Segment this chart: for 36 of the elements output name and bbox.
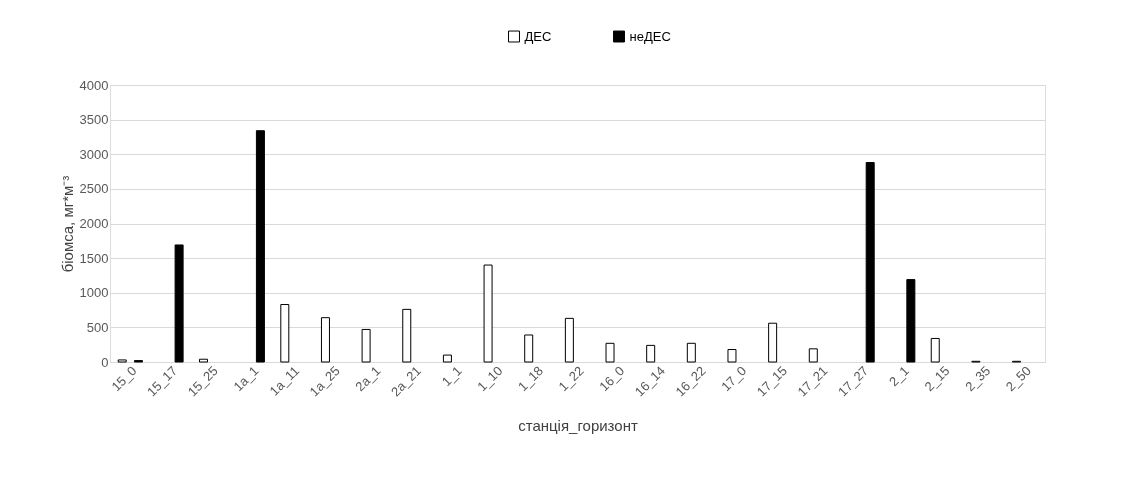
bar [564, 317, 574, 363]
bar [906, 279, 916, 363]
bar [605, 342, 615, 363]
bar [255, 130, 265, 363]
bar [686, 342, 696, 363]
bar [483, 264, 493, 363]
bar [402, 308, 412, 363]
bar [117, 359, 127, 363]
y-tick-label: 500 [86, 319, 109, 335]
y-tick-label: 3000 [79, 146, 109, 162]
bar [646, 344, 656, 363]
legend-label: ДЕС [524, 28, 552, 44]
y-tick-label: 2500 [79, 181, 109, 197]
bar [727, 349, 737, 363]
x-tick-label: 1_1 [438, 363, 465, 390]
x-axis-title: станція_горизонт [518, 417, 638, 435]
bar [199, 358, 208, 363]
bar [865, 162, 875, 363]
bar [768, 322, 778, 363]
bar [930, 337, 940, 363]
bar [361, 328, 371, 363]
y-tick-label: 0 [101, 354, 109, 370]
legend-label: неДЕС [629, 28, 671, 44]
bar [524, 334, 534, 363]
bar [808, 348, 818, 363]
bar [442, 354, 452, 363]
y-tick-label: 3500 [79, 112, 109, 128]
bar [320, 317, 330, 363]
y-axis-title: біомса, мг*м⁻³ [58, 175, 76, 273]
y-tick-label: 1000 [79, 285, 109, 301]
y-tick-label: 1500 [79, 250, 109, 266]
y-tick-label: 2000 [79, 216, 109, 231]
bar [280, 304, 290, 363]
x-tick-label: 2_1 [885, 363, 912, 390]
y-tick-label: 4000 [79, 77, 109, 93]
bar [174, 244, 184, 363]
